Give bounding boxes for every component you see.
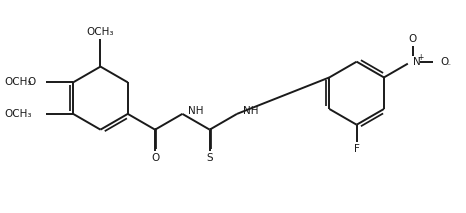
Text: O: O: [151, 153, 159, 163]
Text: O: O: [440, 57, 449, 67]
Text: OCH₃: OCH₃: [87, 27, 114, 37]
Text: O: O: [409, 34, 417, 44]
Text: NH: NH: [188, 106, 204, 116]
Text: OCH₃: OCH₃: [4, 77, 32, 87]
Text: F: F: [354, 144, 360, 154]
Text: S: S: [206, 153, 213, 163]
Text: +: +: [418, 53, 424, 62]
Text: OCH₃: OCH₃: [4, 109, 32, 119]
Text: NH: NH: [243, 106, 259, 116]
Text: ⁻: ⁻: [446, 61, 450, 70]
Text: N: N: [413, 57, 420, 67]
Text: O: O: [27, 77, 36, 87]
